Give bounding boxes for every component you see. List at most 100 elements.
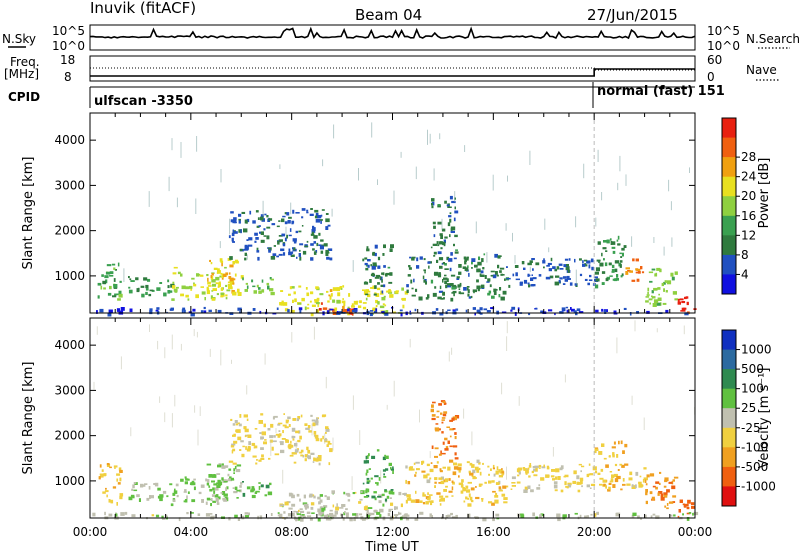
heatmap-cell <box>375 274 381 278</box>
heatmap-cell <box>106 264 112 267</box>
heatmap-cell <box>203 306 206 310</box>
heatmap-cell <box>649 302 651 305</box>
heatmap-cell <box>243 248 248 251</box>
heatmap-cell <box>389 518 394 521</box>
heatmap-cell <box>362 302 367 304</box>
noise-streak <box>501 382 503 395</box>
heatmap-cell <box>272 253 277 256</box>
heatmap-cell <box>506 266 508 268</box>
heatmap-cell <box>553 481 558 485</box>
noise-streak <box>219 241 221 249</box>
noise-streak <box>120 356 122 370</box>
heatmap-cell <box>244 512 249 515</box>
heatmap-cell <box>488 480 492 484</box>
heatmap-cell <box>435 308 439 311</box>
heatmap-cell <box>310 506 314 510</box>
heatmap-cell <box>561 307 566 311</box>
heatmap-cell <box>478 461 481 465</box>
heatmap-cell <box>474 477 477 479</box>
heatmap-cell <box>308 455 311 460</box>
noise-streak <box>518 396 520 406</box>
noise-streak <box>454 191 456 202</box>
heatmap-cell <box>342 298 344 300</box>
noise-streak <box>683 325 685 335</box>
heatmap-cell <box>660 302 662 306</box>
heatmap-cell <box>464 488 467 491</box>
heatmap-cell <box>287 416 291 420</box>
heatmap-cell <box>310 312 314 317</box>
heatmap-cell <box>115 513 118 517</box>
heatmap-cell <box>612 452 615 456</box>
heatmap-cell <box>184 489 187 492</box>
heatmap-cell <box>649 473 655 477</box>
heatmap-cell <box>256 247 259 251</box>
heatmap-cell <box>372 252 375 256</box>
heatmap-cell <box>228 468 232 471</box>
heatmap-cell <box>278 235 283 237</box>
heatmap-cell <box>268 218 273 221</box>
heatmap-cell <box>498 489 503 492</box>
heatmap-cell <box>444 263 447 266</box>
heatmap-cell <box>666 507 669 510</box>
ytick-label: 4000 <box>54 338 85 352</box>
ytick-label: 3000 <box>54 383 85 397</box>
heatmap-cell <box>320 512 323 515</box>
heatmap-cell <box>649 280 653 283</box>
heatmap-cell <box>601 282 605 285</box>
noise-streak <box>171 138 173 151</box>
heatmap-cell <box>346 514 349 518</box>
heatmap-cell <box>310 452 315 455</box>
heatmap-cell <box>298 285 302 288</box>
heatmap-cell <box>369 310 374 312</box>
heatmap-cell <box>620 440 623 445</box>
heatmap-cell <box>449 212 452 215</box>
heatmap-cell <box>299 249 301 252</box>
noise-streak <box>475 221 477 234</box>
heatmap-cell <box>491 502 495 506</box>
heatmap-cell <box>232 229 235 232</box>
heatmap-cell <box>677 515 680 519</box>
heatmap-cell <box>280 441 284 446</box>
heatmap-cell <box>323 505 328 508</box>
heatmap-cell <box>326 496 330 500</box>
heatmap-cell <box>376 287 381 291</box>
heatmap-cell <box>360 491 363 493</box>
heatmap-cell <box>595 267 600 272</box>
heatmap-cell <box>540 310 544 313</box>
heatmap-cell <box>232 219 237 224</box>
heatmap-cell <box>275 433 279 436</box>
xtick-label: 00:00 <box>678 525 713 539</box>
heatmap-cell <box>388 462 392 467</box>
heatmap-cell <box>353 517 356 522</box>
heatmap-cell <box>270 256 276 260</box>
heatmap-cell <box>288 447 292 450</box>
heatmap-cell <box>465 309 468 313</box>
heatmap-cell <box>211 494 215 497</box>
heatmap-cell <box>103 473 107 476</box>
heatmap-cell <box>210 503 212 507</box>
heatmap-cell <box>104 490 109 493</box>
heatmap-cell <box>559 467 563 471</box>
beam-title: Beam 04 <box>355 6 422 24</box>
heatmap-cell <box>506 277 511 280</box>
heatmap-cell <box>395 290 399 294</box>
heatmap-cell <box>455 249 458 251</box>
heatmap-cell <box>476 309 481 313</box>
ytick-label: 1000 <box>54 474 85 488</box>
heatmap-cell <box>204 297 206 301</box>
heatmap-cell <box>394 506 396 510</box>
heatmap-cell <box>635 271 639 274</box>
cpid-label: CPID <box>8 90 40 104</box>
heatmap-cell <box>234 420 238 424</box>
heatmap-cell <box>466 461 470 464</box>
heatmap-cell <box>510 309 513 312</box>
heatmap-cell <box>590 513 593 516</box>
heatmap-cell <box>105 487 107 490</box>
heatmap-cell <box>426 479 431 484</box>
heatmap-cell <box>468 470 471 474</box>
heatmap-cell <box>367 264 370 268</box>
heatmap-cell <box>590 258 594 263</box>
heatmap-cell <box>428 265 430 269</box>
colorbar-segment <box>722 274 736 295</box>
heatmap-cell <box>440 476 444 480</box>
